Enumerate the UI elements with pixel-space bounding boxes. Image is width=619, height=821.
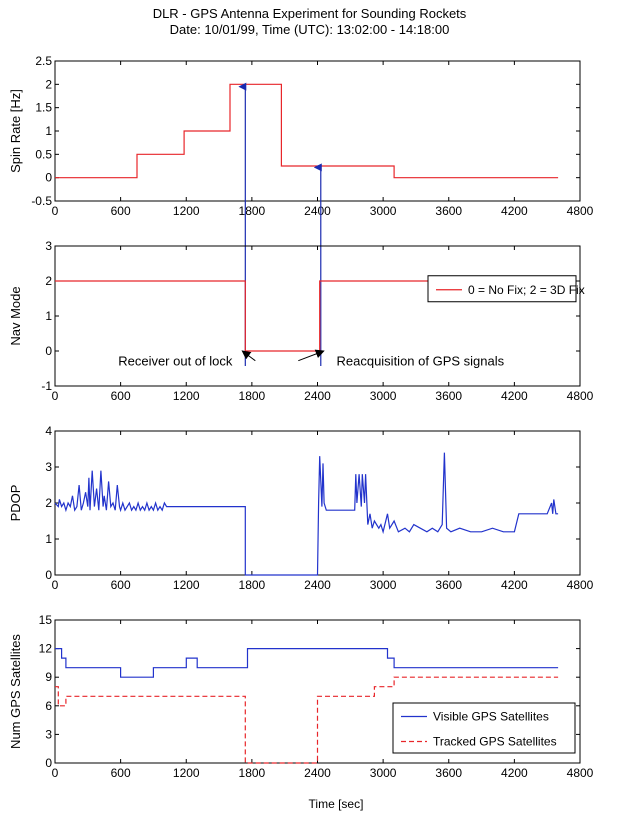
x-tick-label: 4800	[567, 389, 594, 403]
x-tick-label: 2400	[304, 578, 331, 592]
x-tick-label: 4200	[501, 389, 528, 403]
x-tick-label: 1800	[239, 578, 266, 592]
y-axis-label: Spin Rate [Hz]	[8, 89, 23, 173]
y-axis-label: PDOP	[8, 485, 23, 522]
x-axis-label: Time [sec]	[309, 797, 364, 811]
annotation-arrow	[242, 351, 255, 361]
legend-entry-label: Visible GPS Satellites	[433, 710, 549, 724]
y-tick-label: 4	[45, 424, 52, 438]
x-tick-label: 1800	[239, 389, 266, 403]
x-tick-label: 4200	[501, 204, 528, 218]
y-tick-label: 2	[45, 496, 52, 510]
subplot-1: 0 600 1200 1800 2400 3000 3600 4200 4800-0.500.5…	[8, 54, 594, 366]
x-tick-label: 600	[111, 766, 131, 780]
x-tick-label: 4800	[567, 578, 594, 592]
y-tick-label: 2.5	[35, 54, 52, 68]
y-tick-label: 2	[45, 77, 52, 91]
x-tick-label: 2400	[304, 389, 331, 403]
y-tick-label: 1.5	[35, 101, 52, 115]
x-tick-label: 2400	[304, 204, 331, 218]
legend-entry-label: Tracked GPS Satellites	[433, 735, 557, 749]
y-tick-label: 1	[45, 124, 52, 138]
subplot-4: 0 600 1200 1800 2400 3000 3600 4200 4800 0 3 6 9 12 15…	[8, 613, 594, 780]
x-tick-label: 4800	[567, 766, 594, 780]
x-tick-label: 600	[111, 578, 131, 592]
x-tick-label: 4800	[567, 204, 594, 218]
x-tick-label: 1200	[173, 766, 200, 780]
x-tick-label: 3000	[370, 204, 397, 218]
y-tick-label: 2	[45, 274, 52, 288]
x-tick-label: 4200	[501, 766, 528, 780]
x-tick-label: 600	[111, 389, 131, 403]
annotation-arrow	[298, 351, 323, 361]
annotation-text: Receiver out of lock	[118, 354, 233, 369]
y-tick-label: 3	[45, 239, 52, 253]
x-tick-label: 4200	[501, 578, 528, 592]
y-axis-label: Nav Mode	[8, 286, 23, 345]
x-tick-label: 0	[52, 766, 59, 780]
y-tick-label: 9	[45, 670, 52, 684]
legend: 0 = No Fix; 2 = 3D Fix	[428, 276, 585, 302]
series-line-1	[55, 84, 558, 177]
y-axis-label: Num GPS Satellites	[8, 634, 23, 749]
y-tick-label: 0	[45, 756, 52, 770]
x-tick-label: 1200	[173, 204, 200, 218]
y-tick-label: 12	[39, 642, 53, 656]
y-tick-label: 0	[45, 171, 52, 185]
x-tick-label: 1800	[239, 204, 266, 218]
annotation-text: Reacquisition of GPS signals	[336, 354, 504, 369]
x-tick-label: 3000	[370, 578, 397, 592]
x-tick-label: 1800	[239, 766, 266, 780]
series-line-1	[55, 649, 558, 678]
x-tick-label: 600	[111, 204, 131, 218]
legend: Visible GPS Satellites Tracked GPS Satell…	[393, 703, 575, 753]
subplot-3: 0 600 1200 1800 2400 3000 3600 4200 4800 0 1 2 3 4 PDO…	[8, 424, 594, 592]
y-tick-label: 1	[45, 309, 52, 323]
x-tick-label: 3000	[370, 389, 397, 403]
x-tick-label: 2400	[304, 766, 331, 780]
y-tick-label: 0	[45, 344, 52, 358]
legend-entry-label: 0 = No Fix; 2 = 3D Fix	[468, 283, 585, 297]
x-tick-label: 3600	[435, 578, 462, 592]
x-tick-label: 1200	[173, 389, 200, 403]
x-tick-label: 0	[52, 204, 59, 218]
x-tick-label: 1200	[173, 578, 200, 592]
plot-frame	[55, 61, 580, 201]
x-tick-label: 3600	[435, 204, 462, 218]
y-tick-label: 3	[45, 727, 52, 741]
x-tick-label: 3600	[435, 389, 462, 403]
y-tick-label: -0.5	[31, 194, 52, 208]
y-tick-label: 6	[45, 699, 52, 713]
subplot-2: 0 600 1200 1800 2400 3000 3600 4200 4800-10123Na…	[8, 239, 594, 403]
y-tick-label: 1	[45, 532, 52, 546]
y-tick-label: -1	[41, 379, 52, 393]
series-line-1	[55, 453, 558, 575]
x-tick-label: 0	[52, 389, 59, 403]
y-tick-label: 0	[45, 568, 52, 582]
x-tick-label: 3000	[370, 766, 397, 780]
y-tick-label: 0.5	[35, 147, 52, 161]
y-tick-label: 15	[39, 613, 53, 627]
x-tick-label: 3600	[435, 766, 462, 780]
x-tick-label: 0	[52, 578, 59, 592]
y-tick-label: 3	[45, 460, 52, 474]
